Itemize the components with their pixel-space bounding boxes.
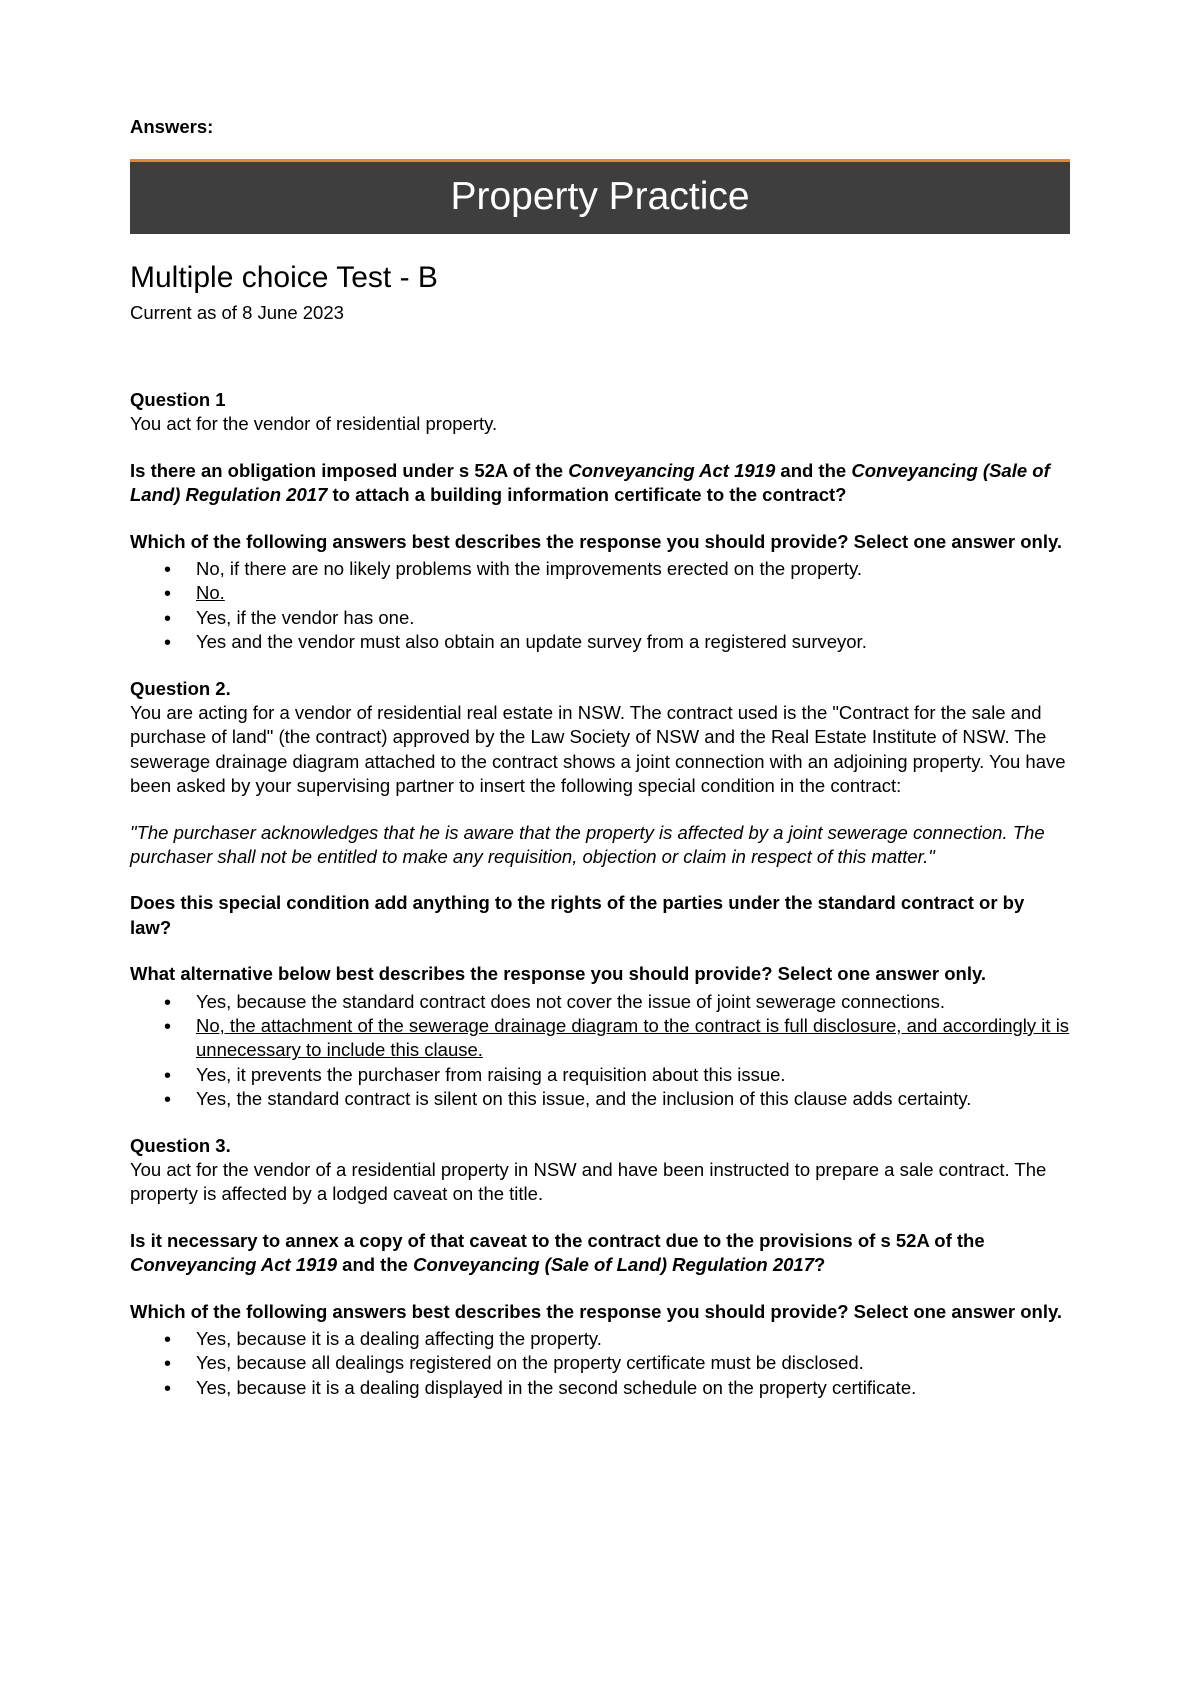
text: and the: [775, 460, 851, 481]
option-text: Yes, it prevents the purchaser from rais…: [196, 1064, 786, 1085]
option-text: No, if there are no likely problems with…: [196, 558, 862, 579]
text: ?: [814, 1254, 825, 1275]
question-3-options: Yes, because it is a dealing affecting t…: [164, 1327, 1070, 1400]
list-item: Yes, if the vendor has one.: [164, 606, 1070, 630]
option-text: Yes, because the standard contract does …: [196, 991, 945, 1012]
list-item: No, the attachment of the sewerage drain…: [164, 1014, 1070, 1063]
current-date: Current as of 8 June 2023: [130, 301, 1070, 325]
list-item: Yes and the vendor must also obtain an u…: [164, 630, 1070, 654]
question-3-prompt-a: Is it necessary to annex a copy of that …: [130, 1229, 1070, 1278]
question-1-prompt-b: Which of the following answers best desc…: [130, 530, 1070, 554]
text: and the: [337, 1254, 413, 1275]
option-text-correct: No.: [196, 582, 225, 603]
question-1-options: No, if there are no likely problems with…: [164, 557, 1070, 655]
subtitle: Multiple choice Test - B: [130, 258, 1070, 298]
list-item: No.: [164, 581, 1070, 605]
act-title: Conveyancing (Sale of Land) Regulation 2…: [413, 1254, 814, 1275]
question-2-prompt-b: What alternative below best describes th…: [130, 962, 1070, 986]
question-1-heading: Question 1: [130, 388, 1070, 412]
question-2-quote: "The purchaser acknowledges that he is a…: [130, 821, 1070, 870]
list-item: Yes, because all dealings registered on …: [164, 1351, 1070, 1375]
question-1-prompt-a: Is there an obligation imposed under s 5…: [130, 459, 1070, 508]
question-2-options: Yes, because the standard contract does …: [164, 990, 1070, 1112]
option-text: Yes, if the vendor has one.: [196, 607, 414, 628]
question-2-heading: Question 2.: [130, 677, 1070, 701]
act-title: Conveyancing Act 1919: [130, 1254, 337, 1275]
option-text: Yes and the vendor must also obtain an u…: [196, 631, 867, 652]
list-item: Yes, it prevents the purchaser from rais…: [164, 1063, 1070, 1087]
answers-label: Answers:: [130, 115, 1070, 139]
list-item: Yes, the standard contract is silent on …: [164, 1087, 1070, 1111]
list-item: Yes, because it is a dealing displayed i…: [164, 1376, 1070, 1400]
act-title: Conveyancing Act 1919: [568, 460, 775, 481]
list-item: Yes, because the standard contract does …: [164, 990, 1070, 1014]
list-item: No, if there are no likely problems with…: [164, 557, 1070, 581]
option-text-correct: No, the attachment of the sewerage drain…: [196, 1015, 1069, 1060]
question-3-prompt-b: Which of the following answers best desc…: [130, 1300, 1070, 1324]
question-3-heading: Question 3.: [130, 1134, 1070, 1158]
option-text: Yes, because all dealings registered on …: [196, 1352, 864, 1373]
question-2-intro: You are acting for a vendor of residenti…: [130, 701, 1070, 799]
text: Is there an obligation imposed under s 5…: [130, 460, 568, 481]
question-2-prompt-a: Does this special condition add anything…: [130, 891, 1070, 940]
option-text: Yes, the standard contract is silent on …: [196, 1088, 971, 1109]
option-text: Yes, because it is a dealing displayed i…: [196, 1377, 916, 1398]
question-1-intro: You act for the vendor of residential pr…: [130, 412, 1070, 436]
list-item: Yes, because it is a dealing affecting t…: [164, 1327, 1070, 1351]
banner-title: Property Practice: [130, 159, 1070, 233]
text: Is it necessary to annex a copy of that …: [130, 1230, 985, 1251]
question-3-intro: You act for the vendor of a residential …: [130, 1158, 1070, 1207]
option-text: Yes, because it is a dealing affecting t…: [196, 1328, 602, 1349]
text: to attach a building information certifi…: [327, 484, 846, 505]
